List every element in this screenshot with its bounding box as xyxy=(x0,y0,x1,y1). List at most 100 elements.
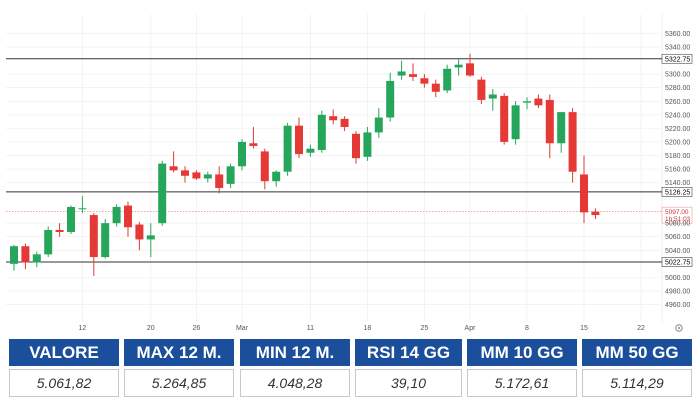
candle-down xyxy=(340,118,349,128)
stat-min-12m: MIN 12 M. 4.048,28 xyxy=(240,339,350,397)
candle-down xyxy=(192,172,201,179)
y-tick-label: 5200.00 xyxy=(665,139,690,146)
x-tick-label: Mar xyxy=(236,325,249,332)
candle-up xyxy=(67,206,75,232)
stat-header: VALORE xyxy=(9,339,119,366)
candle-down xyxy=(534,98,543,106)
grid-lines xyxy=(6,14,663,322)
x-axis: 12 20 26 Mar 11 18 25 Apr 8 15 22 xyxy=(79,325,645,332)
candle-up xyxy=(10,246,18,264)
candle-up xyxy=(238,141,246,167)
candle-up xyxy=(386,80,395,118)
x-tick-label: Apr xyxy=(465,325,477,332)
stat-header: MM 10 GG xyxy=(467,339,577,366)
y-tick-label: 5340.00 xyxy=(665,45,690,52)
chart-tools xyxy=(675,324,683,332)
price-chart: 5322.75 5126.25 5022.75 5097.00 1h:51:03 536… xyxy=(6,14,693,332)
candle-up xyxy=(146,235,155,240)
y-tick-label: 5140.00 xyxy=(665,180,690,187)
y-tick-label: 5220.00 xyxy=(665,126,690,133)
candles xyxy=(10,53,600,277)
stat-value: 4.048,28 xyxy=(240,369,350,397)
candle-down xyxy=(580,174,588,213)
candle-up xyxy=(306,148,315,153)
level-label-box xyxy=(661,257,693,267)
candle-up xyxy=(397,71,406,76)
x-tick-label: 12 xyxy=(79,325,87,332)
candle-up xyxy=(363,132,372,157)
stat-header: MAX 12 M. xyxy=(124,339,234,366)
candle-up xyxy=(557,112,566,144)
candle-down xyxy=(135,224,144,240)
candle-down xyxy=(329,116,338,121)
candle-up xyxy=(374,117,383,133)
stat-header: RSI 14 GG xyxy=(355,339,462,366)
candle-up xyxy=(283,125,292,172)
x-tick-label: 15 xyxy=(580,325,588,332)
stat-header: MIN 12 M. xyxy=(240,339,350,366)
y-tick-label: 5360.00 xyxy=(665,31,690,38)
candle-down xyxy=(477,79,486,100)
countdown-label: 1h:51:03 xyxy=(665,216,691,223)
candle-down xyxy=(545,99,554,144)
x-tick-label: 25 xyxy=(421,325,429,332)
candle-down xyxy=(295,125,303,155)
y-tick-label: 5080.00 xyxy=(665,221,690,228)
stat-value: 5.114,29 xyxy=(582,369,692,397)
candle-down xyxy=(466,63,474,76)
stat-mm-50: MM 50 GG 5.114,29 xyxy=(582,339,692,397)
y-tick-label: 4960.00 xyxy=(665,302,690,309)
candle-up xyxy=(454,64,463,68)
y-tick-label: 5060.00 xyxy=(665,234,690,241)
candle-up xyxy=(78,208,87,210)
candle-down xyxy=(591,211,600,216)
candle-up xyxy=(112,206,121,224)
level-label: 5126.25 xyxy=(665,189,690,196)
candle-up xyxy=(443,68,452,91)
candle-up xyxy=(32,254,41,263)
x-tick-label: 20 xyxy=(147,325,155,332)
stat-value: 5.061,82 xyxy=(9,369,119,397)
candle-down xyxy=(500,95,509,142)
candle-down xyxy=(55,229,64,232)
candle-down xyxy=(89,215,98,258)
last-price-label: 5097.00 xyxy=(665,209,689,216)
x-tick-label: 26 xyxy=(193,325,201,332)
candle-up xyxy=(272,171,281,182)
candle-up xyxy=(101,223,110,258)
y-tick-label: 5300.00 xyxy=(665,72,690,79)
candle-up xyxy=(44,229,53,255)
candle-down xyxy=(181,170,189,176)
candle-up xyxy=(203,174,212,179)
y-tick-label: 5240.00 xyxy=(665,112,690,119)
stat-value: 5.264,85 xyxy=(124,369,234,397)
candle-up xyxy=(511,105,520,140)
candle-down xyxy=(124,205,132,228)
candle-down xyxy=(431,83,440,92)
level-label-box xyxy=(661,187,693,197)
gear-icon xyxy=(675,324,683,332)
candle-down xyxy=(21,246,30,263)
x-tick-label: 18 xyxy=(364,325,372,332)
x-tick-label: 8 xyxy=(525,325,529,332)
stat-value: 39,10 xyxy=(355,369,462,397)
y-tick-label: 5040.00 xyxy=(665,248,690,255)
y-tick-label: 5280.00 xyxy=(665,85,690,92)
x-tick-label: 22 xyxy=(637,325,645,332)
y-tick-label: 5260.00 xyxy=(665,99,690,106)
y-axis: 5360.00 5340.00 5300.00 5280.00 5260.00 5240.… xyxy=(665,31,690,309)
candle-up xyxy=(488,94,497,99)
candle-up xyxy=(317,114,326,151)
candle-up xyxy=(226,166,235,184)
y-tick-label: 5180.00 xyxy=(665,153,690,160)
x-tick-label: 11 xyxy=(307,325,314,332)
candle-down xyxy=(215,174,224,188)
y-tick-label: 5000.00 xyxy=(665,275,690,282)
y-tick-label: 4980.00 xyxy=(665,288,690,295)
candle-down xyxy=(260,151,269,182)
stat-value: 5.172,61 xyxy=(467,369,577,397)
candle-down xyxy=(169,166,178,171)
stat-max-12m: MAX 12 M. 5.264,85 xyxy=(124,339,234,397)
stat-mm-10: MM 10 GG 5.172,61 xyxy=(467,339,577,397)
stat-rsi-14: RSI 14 GG 39,10 xyxy=(355,339,462,397)
